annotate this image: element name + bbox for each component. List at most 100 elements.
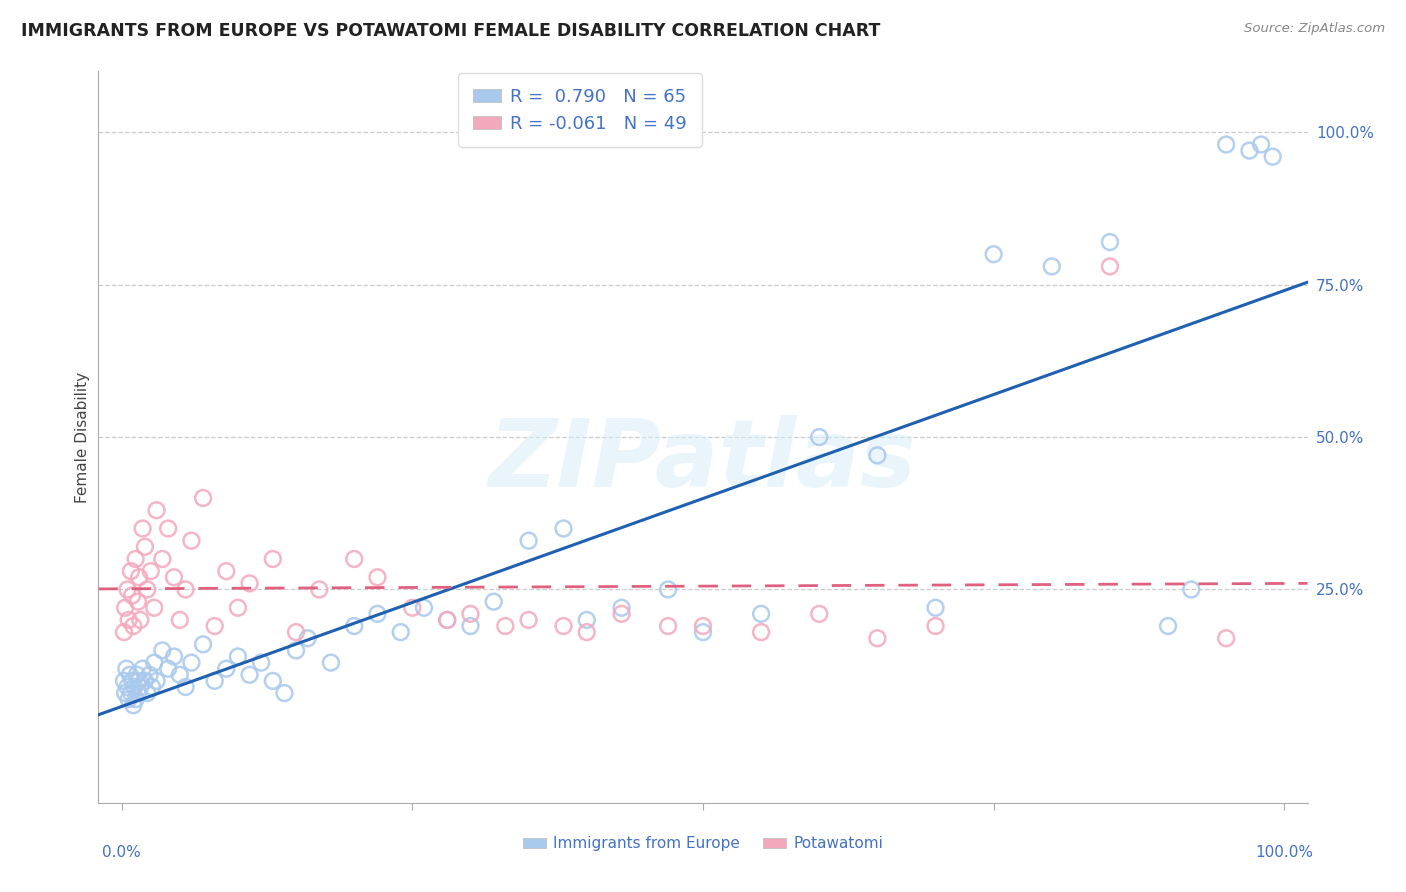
Point [262,552,284,566]
Point [180,533,202,548]
Point [226,649,249,664]
Point [517,533,540,548]
Point [657,582,679,597]
Point [143,656,166,670]
Y-axis label: Female Disability: Female Disability [75,371,90,503]
Point [127,686,149,700]
Point [118,667,141,682]
Point [866,449,889,463]
Point [319,656,342,670]
Point [215,564,238,578]
Point [285,625,308,640]
Point [124,552,146,566]
Point [163,649,186,664]
Point [157,662,180,676]
Point [239,576,262,591]
Text: ZIPatlas: ZIPatlas [489,416,917,508]
Point [191,637,214,651]
Text: 0.0%: 0.0% [103,846,141,861]
Point [1215,632,1237,646]
Point [174,582,197,597]
Point [114,600,136,615]
Point [115,662,138,676]
Point [169,667,191,682]
Point [122,619,145,633]
Point [117,582,139,597]
Point [553,521,575,535]
Point [112,625,135,640]
Point [124,680,146,694]
Point [180,656,202,670]
Point [389,625,412,640]
Point [141,680,163,694]
Point [120,564,142,578]
Point [1239,144,1261,158]
Point [239,667,262,682]
Point [1250,137,1272,152]
Point [366,607,388,621]
Point [413,600,436,615]
Point [436,613,458,627]
Point [808,607,831,621]
Point [139,564,162,578]
Point [553,619,575,633]
Point [114,686,136,700]
Point [692,625,714,640]
Point [297,632,319,646]
Point [191,491,214,505]
Point [131,521,153,535]
Point [118,692,141,706]
Point [145,673,167,688]
Point [226,600,249,615]
Point [983,247,1005,261]
Point [129,613,152,627]
Point [215,662,238,676]
Point [143,600,166,615]
Point [749,625,772,640]
Point [575,613,598,627]
Point [692,619,714,633]
Point [657,619,679,633]
Point [134,540,156,554]
Point [250,656,273,670]
Text: IMMIGRANTS FROM EUROPE VS POTAWATOMI FEMALE DISABILITY CORRELATION CHART: IMMIGRANTS FROM EUROPE VS POTAWATOMI FEM… [21,22,880,40]
Point [129,680,152,694]
Point [1098,235,1121,249]
Point [482,594,505,608]
Point [1040,260,1063,274]
Point [134,673,156,688]
Legend: Immigrants from Europe, Potawatomi: Immigrants from Europe, Potawatomi [516,830,890,857]
Point [128,673,150,688]
Point [1180,582,1202,597]
Point [924,619,946,633]
Point [150,643,173,657]
Point [131,662,153,676]
Point [1261,150,1284,164]
Point [610,600,633,615]
Point [204,673,226,688]
Point [121,589,143,603]
Point [494,619,516,633]
Point [124,692,146,706]
Point [136,582,159,597]
Text: Source: ZipAtlas.com: Source: ZipAtlas.com [1244,22,1385,36]
Point [1157,619,1180,633]
Point [112,673,135,688]
Point [808,430,831,444]
Point [136,686,159,700]
Point [204,619,226,633]
Point [262,673,284,688]
Point [138,667,160,682]
Point [174,680,197,694]
Point [343,619,366,633]
Point [460,619,482,633]
Point [1098,260,1121,274]
Point [122,698,145,713]
Point [401,600,423,615]
Point [575,625,598,640]
Point [127,594,149,608]
Point [163,570,186,584]
Point [157,521,180,535]
Point [118,613,141,627]
Point [145,503,167,517]
